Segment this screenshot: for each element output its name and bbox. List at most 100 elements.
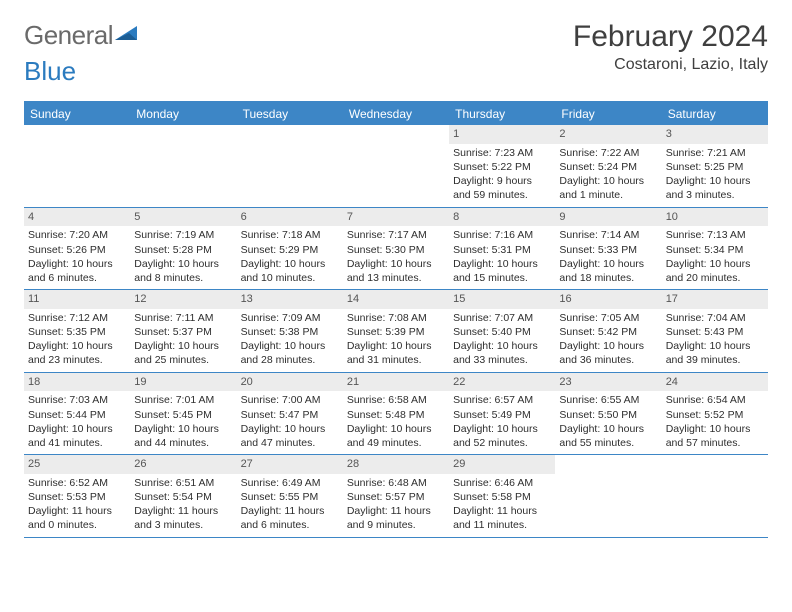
sunrise-line: Sunrise: 7:17 AM xyxy=(347,228,445,242)
day-body: Sunrise: 7:04 AMSunset: 5:43 PMDaylight:… xyxy=(662,309,768,372)
day-cell: 12Sunrise: 7:11 AMSunset: 5:37 PMDayligh… xyxy=(130,290,236,372)
day-cell: 15Sunrise: 7:07 AMSunset: 5:40 PMDayligh… xyxy=(449,290,555,372)
week-row: 18Sunrise: 7:03 AMSunset: 5:44 PMDayligh… xyxy=(24,373,768,456)
day-number: 14 xyxy=(343,290,449,309)
day-body: Sunrise: 7:01 AMSunset: 5:45 PMDaylight:… xyxy=(130,391,236,454)
sunrise-line: Sunrise: 7:20 AM xyxy=(28,228,126,242)
logo-text-part1: General xyxy=(24,20,113,51)
daylight-line: Daylight: 10 hours and 18 minutes. xyxy=(559,257,657,285)
logo-text-part2: Blue xyxy=(24,56,76,86)
day-body: Sunrise: 7:07 AMSunset: 5:40 PMDaylight:… xyxy=(449,309,555,372)
day-number: 21 xyxy=(343,373,449,392)
day-number: 20 xyxy=(237,373,343,392)
day-number: 24 xyxy=(662,373,768,392)
location: Costaroni, Lazio, Italy xyxy=(573,56,768,74)
day-cell: 29Sunrise: 6:46 AMSunset: 5:58 PMDayligh… xyxy=(449,455,555,537)
day-cell: 11Sunrise: 7:12 AMSunset: 5:35 PMDayligh… xyxy=(24,290,130,372)
weekday-header: Wednesday xyxy=(343,103,449,125)
weekday-header-row: SundayMondayTuesdayWednesdayThursdayFrid… xyxy=(24,103,768,125)
sunrise-line: Sunrise: 7:04 AM xyxy=(666,311,764,325)
day-number: 5 xyxy=(130,208,236,227)
sunset-line: Sunset: 5:37 PM xyxy=(134,325,232,339)
day-body: Sunrise: 7:20 AMSunset: 5:26 PMDaylight:… xyxy=(24,226,130,289)
day-number: 28 xyxy=(343,455,449,474)
sunset-line: Sunset: 5:33 PM xyxy=(559,243,657,257)
day-number: 10 xyxy=(662,208,768,227)
day-number: 13 xyxy=(237,290,343,309)
daylight-line: Daylight: 10 hours and 23 minutes. xyxy=(28,339,126,367)
day-body: Sunrise: 7:22 AMSunset: 5:24 PMDaylight:… xyxy=(555,144,661,207)
daylight-line: Daylight: 11 hours and 9 minutes. xyxy=(347,504,445,532)
day-number: 7 xyxy=(343,208,449,227)
day-cell: 28Sunrise: 6:48 AMSunset: 5:57 PMDayligh… xyxy=(343,455,449,537)
day-body: Sunrise: 7:11 AMSunset: 5:37 PMDaylight:… xyxy=(130,309,236,372)
logo-triangle-icon xyxy=(115,18,139,49)
day-cell: 20Sunrise: 7:00 AMSunset: 5:47 PMDayligh… xyxy=(237,373,343,455)
sunset-line: Sunset: 5:52 PM xyxy=(666,408,764,422)
sunrise-line: Sunrise: 6:51 AM xyxy=(134,476,232,490)
daylight-line: Daylight: 10 hours and 1 minute. xyxy=(559,174,657,202)
day-cell: 9Sunrise: 7:14 AMSunset: 5:33 PMDaylight… xyxy=(555,208,661,290)
weekday-header: Saturday xyxy=(662,103,768,125)
day-number: 29 xyxy=(449,455,555,474)
day-cell: 7Sunrise: 7:17 AMSunset: 5:30 PMDaylight… xyxy=(343,208,449,290)
day-cell: 23Sunrise: 6:55 AMSunset: 5:50 PMDayligh… xyxy=(555,373,661,455)
weekday-header: Tuesday xyxy=(237,103,343,125)
daylight-line: Daylight: 10 hours and 8 minutes. xyxy=(134,257,232,285)
day-cell: 17Sunrise: 7:04 AMSunset: 5:43 PMDayligh… xyxy=(662,290,768,372)
daylight-line: Daylight: 10 hours and 41 minutes. xyxy=(28,422,126,450)
sunset-line: Sunset: 5:29 PM xyxy=(241,243,339,257)
day-number: 1 xyxy=(449,125,555,144)
day-number: 9 xyxy=(555,208,661,227)
daylight-line: Daylight: 10 hours and 25 minutes. xyxy=(134,339,232,367)
daylight-line: Daylight: 10 hours and 13 minutes. xyxy=(347,257,445,285)
day-body: Sunrise: 7:16 AMSunset: 5:31 PMDaylight:… xyxy=(449,226,555,289)
day-cell: 4Sunrise: 7:20 AMSunset: 5:26 PMDaylight… xyxy=(24,208,130,290)
day-number: 18 xyxy=(24,373,130,392)
daylight-line: Daylight: 10 hours and 57 minutes. xyxy=(666,422,764,450)
sunrise-line: Sunrise: 6:55 AM xyxy=(559,393,657,407)
day-cell xyxy=(24,125,130,207)
day-body: Sunrise: 6:55 AMSunset: 5:50 PMDaylight:… xyxy=(555,391,661,454)
day-number: 2 xyxy=(555,125,661,144)
day-cell: 22Sunrise: 6:57 AMSunset: 5:49 PMDayligh… xyxy=(449,373,555,455)
daylight-line: Daylight: 10 hours and 20 minutes. xyxy=(666,257,764,285)
sunset-line: Sunset: 5:22 PM xyxy=(453,160,551,174)
day-cell: 14Sunrise: 7:08 AMSunset: 5:39 PMDayligh… xyxy=(343,290,449,372)
day-cell xyxy=(343,125,449,207)
day-cell: 19Sunrise: 7:01 AMSunset: 5:45 PMDayligh… xyxy=(130,373,236,455)
day-cell xyxy=(237,125,343,207)
sunset-line: Sunset: 5:54 PM xyxy=(134,490,232,504)
day-number: 25 xyxy=(24,455,130,474)
day-number: 6 xyxy=(237,208,343,227)
day-body: Sunrise: 7:23 AMSunset: 5:22 PMDaylight:… xyxy=(449,144,555,207)
sunrise-line: Sunrise: 7:21 AM xyxy=(666,146,764,160)
day-cell: 24Sunrise: 6:54 AMSunset: 5:52 PMDayligh… xyxy=(662,373,768,455)
daylight-line: Daylight: 10 hours and 52 minutes. xyxy=(453,422,551,450)
sunrise-line: Sunrise: 6:48 AM xyxy=(347,476,445,490)
daylight-line: Daylight: 11 hours and 6 minutes. xyxy=(241,504,339,532)
sunset-line: Sunset: 5:25 PM xyxy=(666,160,764,174)
week-row: 4Sunrise: 7:20 AMSunset: 5:26 PMDaylight… xyxy=(24,208,768,291)
day-number: 3 xyxy=(662,125,768,144)
sunrise-line: Sunrise: 7:13 AM xyxy=(666,228,764,242)
day-cell: 8Sunrise: 7:16 AMSunset: 5:31 PMDaylight… xyxy=(449,208,555,290)
week-row: 25Sunrise: 6:52 AMSunset: 5:53 PMDayligh… xyxy=(24,455,768,538)
day-body: Sunrise: 7:19 AMSunset: 5:28 PMDaylight:… xyxy=(130,226,236,289)
day-body: Sunrise: 7:13 AMSunset: 5:34 PMDaylight:… xyxy=(662,226,768,289)
daylight-line: Daylight: 10 hours and 49 minutes. xyxy=(347,422,445,450)
calendar-grid: SundayMondayTuesdayWednesdayThursdayFrid… xyxy=(24,101,768,538)
sunset-line: Sunset: 5:34 PM xyxy=(666,243,764,257)
day-body: Sunrise: 7:18 AMSunset: 5:29 PMDaylight:… xyxy=(237,226,343,289)
daylight-line: Daylight: 10 hours and 47 minutes. xyxy=(241,422,339,450)
sunrise-line: Sunrise: 7:18 AM xyxy=(241,228,339,242)
sunrise-line: Sunrise: 7:16 AM xyxy=(453,228,551,242)
daylight-line: Daylight: 10 hours and 44 minutes. xyxy=(134,422,232,450)
sunset-line: Sunset: 5:24 PM xyxy=(559,160,657,174)
day-number: 19 xyxy=(130,373,236,392)
sunrise-line: Sunrise: 7:00 AM xyxy=(241,393,339,407)
daylight-line: Daylight: 11 hours and 0 minutes. xyxy=(28,504,126,532)
day-cell: 10Sunrise: 7:13 AMSunset: 5:34 PMDayligh… xyxy=(662,208,768,290)
sunset-line: Sunset: 5:45 PM xyxy=(134,408,232,422)
sunrise-line: Sunrise: 6:54 AM xyxy=(666,393,764,407)
